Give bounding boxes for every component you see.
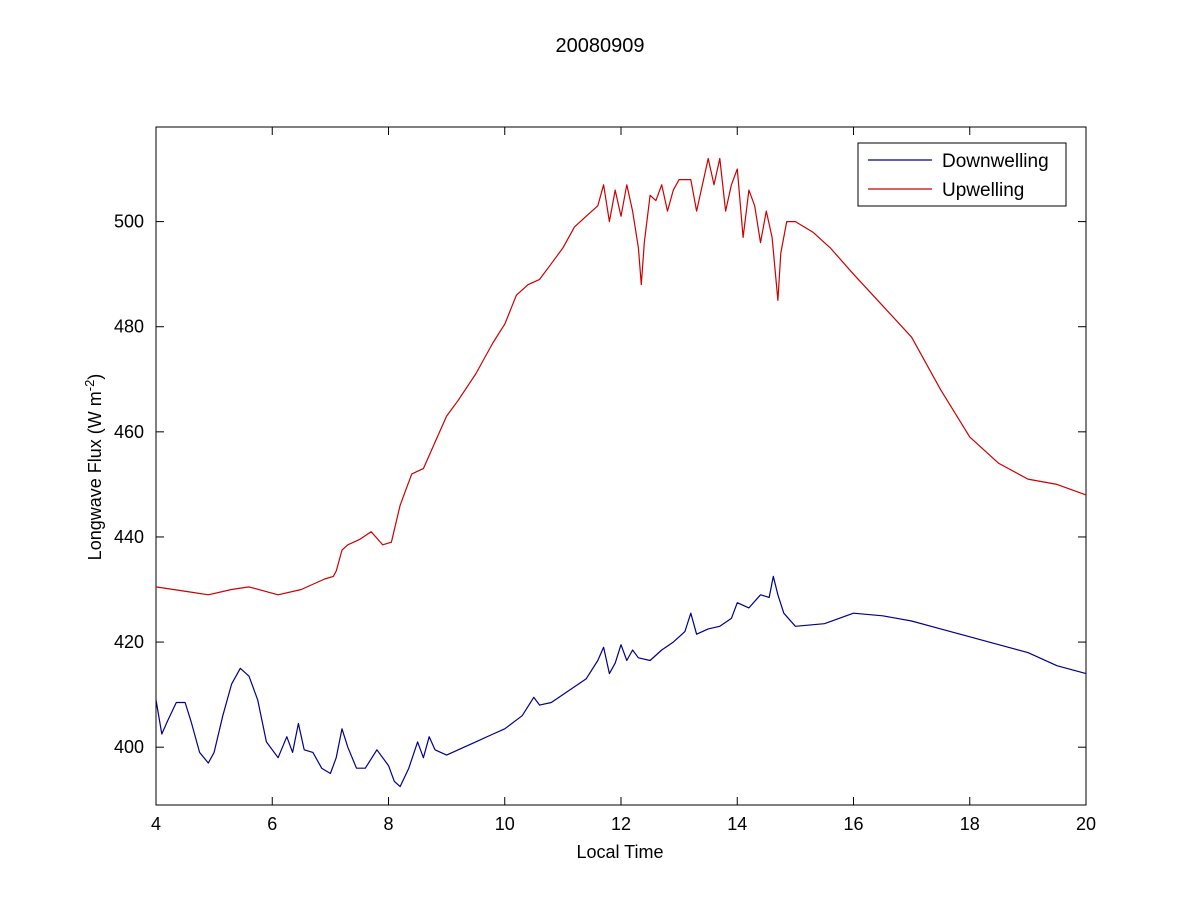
x-tick-label: 20 bbox=[1076, 814, 1096, 834]
y-tick-label: 460 bbox=[114, 422, 144, 442]
y-tick-label: 500 bbox=[114, 212, 144, 232]
x-tick-label: 10 bbox=[495, 814, 515, 834]
legend-label-upwelling: Upwelling bbox=[942, 180, 1024, 201]
plot-area-border bbox=[155, 126, 1087, 806]
legend-label-downwelling: Downwelling bbox=[942, 151, 1049, 172]
x-axis: 4 6 8 10 12 14 16 18 20 bbox=[151, 127, 1096, 834]
y-axis-label: Longwave Flux (W m-2) bbox=[82, 374, 105, 561]
series-layer bbox=[155, 157, 1087, 788]
x-tick-label: 18 bbox=[960, 814, 980, 834]
x-tick-label: 12 bbox=[611, 814, 631, 834]
y-tick-label: 420 bbox=[114, 632, 144, 652]
y-axis: 400 420 440 460 480 500 bbox=[114, 212, 1086, 757]
y-axis-label-main: Longwave Flux (W m bbox=[85, 391, 105, 560]
chart-title: 20080909 bbox=[556, 35, 645, 57]
x-tick-label: 14 bbox=[727, 814, 747, 834]
x-tick-label: 6 bbox=[267, 814, 277, 834]
series-line-upwelling bbox=[155, 157, 1087, 596]
y-tick-label: 440 bbox=[114, 527, 144, 547]
axes-frame bbox=[155, 126, 1087, 806]
y-tick-label: 480 bbox=[114, 317, 144, 337]
legend-box bbox=[857, 142, 1067, 207]
series-line-downwelling bbox=[155, 575, 1087, 788]
x-tick-label: 8 bbox=[383, 814, 393, 834]
x-tick-label: 16 bbox=[843, 814, 863, 834]
x-tick-label: 4 bbox=[151, 814, 161, 834]
legend: Downwelling Upwelling bbox=[857, 142, 1067, 207]
x-axis-label: Local Time bbox=[576, 842, 663, 862]
y-axis-label-close: ) bbox=[85, 374, 105, 380]
y-axis-label-superscript: -2 bbox=[82, 380, 97, 392]
y-tick-label: 400 bbox=[114, 737, 144, 757]
